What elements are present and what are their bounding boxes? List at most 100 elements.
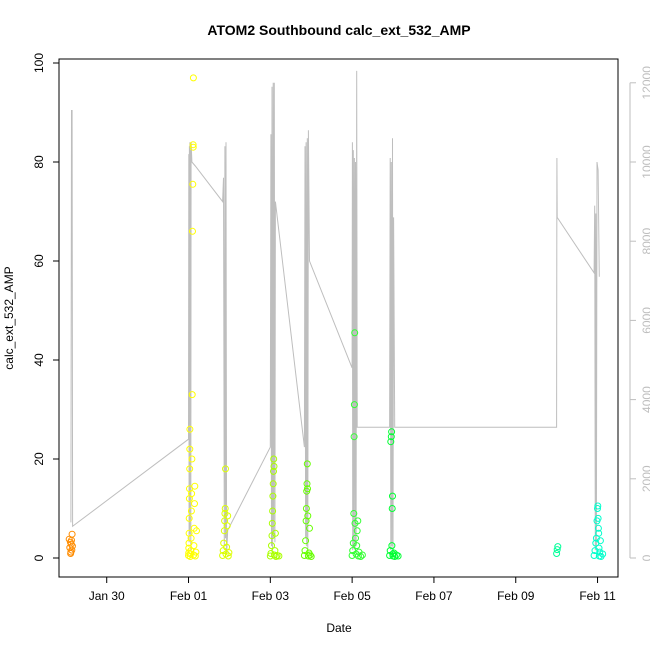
data-point: [302, 537, 310, 545]
data-point: [388, 428, 396, 436]
data-point: [189, 74, 197, 82]
data-point: [68, 546, 76, 554]
data-point: [595, 544, 603, 552]
data-point: [187, 534, 195, 542]
data-point: [269, 507, 277, 515]
data-point: [191, 482, 199, 490]
data-point: [268, 542, 275, 550]
data-point: [594, 514, 602, 522]
data-point: [271, 529, 279, 537]
data-point: [354, 517, 362, 525]
data-point: [185, 514, 193, 522]
y2-tick-label: 0: [640, 554, 650, 561]
data-point: [350, 433, 358, 441]
data-point: [303, 480, 311, 488]
y2-tick-label: 2000: [640, 465, 650, 492]
data-point: [302, 505, 310, 512]
data-point: [304, 485, 311, 493]
x-tick-label: Feb 01: [170, 589, 208, 603]
y2-tick-label: 10000: [640, 145, 650, 179]
data-point: [224, 552, 232, 560]
x-axis: Jan 30 Feb 01 Feb 03 Feb 05 Feb 07 Feb 09 Feb …: [89, 577, 616, 603]
data-point: [190, 542, 198, 550]
data-point: [220, 527, 228, 535]
data-point: [594, 505, 601, 512]
left-y-axis: 0 20 40 60 80 100: [32, 53, 59, 561]
x-tick-label: Feb 09: [497, 589, 535, 603]
scatter-points-layer: [65, 74, 607, 560]
chart-title: ATOM2 Southbound calc_ext_532_AMP: [207, 22, 470, 38]
data-point: [554, 543, 562, 551]
data-point: [188, 490, 196, 498]
data-point: [304, 512, 312, 520]
data-point: [353, 527, 361, 535]
data-point: [590, 552, 598, 559]
data-point: [270, 462, 278, 470]
y2-tick-label: 6000: [640, 307, 650, 334]
data-point: [189, 143, 197, 151]
data-point: [67, 550, 75, 557]
data-point: [599, 550, 607, 558]
series-line-9: [70, 70, 600, 555]
data-point: [594, 502, 602, 510]
data-point: [350, 401, 358, 409]
data-point: [68, 530, 76, 538]
x-tick-label: Jan 30: [89, 589, 125, 603]
data-point: [306, 551, 314, 559]
data-point: [270, 455, 278, 463]
data-point: [350, 510, 358, 517]
data-point: [389, 492, 396, 500]
data-point: [188, 455, 196, 463]
data-point: [68, 542, 76, 550]
data-point: [596, 537, 604, 545]
data-point: [387, 433, 395, 441]
x-tick-label: Feb 07: [415, 589, 453, 603]
y-tick-label: 100: [32, 53, 46, 73]
data-point: [189, 227, 196, 235]
data-point: [392, 551, 400, 559]
data-point: [275, 552, 283, 560]
data-point: [387, 438, 395, 446]
data-point: [388, 542, 396, 550]
data-point: [223, 522, 231, 530]
data-point: [222, 465, 229, 473]
data-point: [391, 553, 399, 560]
right-y-axis: 0 2000 4000 6000 8000 10000 12000: [629, 66, 650, 561]
x-tick-label: Feb 11: [579, 589, 616, 603]
data-point: [553, 550, 561, 557]
data-point: [553, 546, 561, 554]
x-tick-label: Feb 03: [252, 589, 290, 603]
y-tick-label: 0: [32, 554, 46, 561]
data-point: [187, 507, 195, 515]
data-point: [306, 524, 313, 532]
data-point: [353, 542, 361, 550]
data-point: [388, 505, 396, 512]
data-point: [268, 519, 276, 527]
data-point: [191, 500, 198, 508]
data-point: [186, 445, 194, 453]
data-point: [189, 141, 197, 149]
y-axis-label: calc_ext_532_AMP: [2, 266, 16, 369]
data-point: [224, 512, 232, 520]
data-point: [302, 517, 310, 525]
data-point: [192, 548, 200, 556]
data-point: [188, 391, 196, 399]
data-point: [351, 329, 359, 337]
data-point: [191, 552, 199, 560]
data-point: [357, 553, 365, 560]
data-point: [307, 553, 315, 560]
data-point: [269, 492, 277, 500]
data-point: [186, 425, 194, 433]
x-axis-label: Date: [326, 621, 352, 635]
y-tick-label: 80: [32, 155, 46, 169]
y2-tick-label: 8000: [640, 228, 650, 255]
y-tick-label: 20: [32, 452, 46, 466]
x-tick-label: Feb 05: [333, 589, 371, 603]
data-point: [221, 505, 229, 512]
data-point: [304, 552, 312, 560]
plot-frame: [58, 58, 619, 578]
line-series-layer: [70, 70, 600, 555]
data-point: [594, 524, 602, 532]
data-point: [272, 553, 280, 560]
